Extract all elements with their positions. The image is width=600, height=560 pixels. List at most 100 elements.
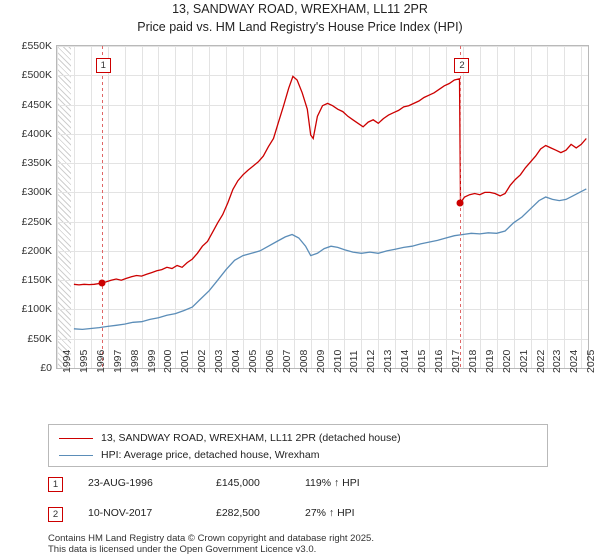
x-tick-label: 2018 (466, 349, 479, 373)
legend: 13, SANDWAY ROAD, WREXHAM, LL11 2PR (det… (48, 424, 548, 467)
x-tick-label: 2012 (365, 349, 378, 373)
gridline-v (547, 46, 549, 368)
gridline-h (57, 338, 588, 340)
gridline-v (310, 46, 312, 368)
gridline-v (530, 46, 532, 368)
gridline-h (57, 280, 588, 282)
series-line-0 (73, 75, 587, 286)
gridline-v (259, 46, 261, 368)
y-tick-label: £50K (27, 332, 52, 345)
x-tick-label: 2005 (247, 349, 260, 373)
y-tick-label: £400K (21, 127, 52, 140)
event-line-1 (101, 46, 103, 368)
event-dot-2[interactable] (456, 199, 464, 207)
gridline-h (57, 163, 588, 165)
gridline-v (209, 46, 211, 368)
footer-line-1: Contains HM Land Registry data © Crown c… (48, 533, 374, 544)
gridline-v (73, 46, 75, 368)
gridline-v (395, 46, 397, 368)
y-tick-label: £550K (21, 40, 52, 52)
event-marker-2[interactable]: 2 (454, 58, 470, 73)
x-tick-label: 2021 (517, 349, 530, 373)
gridline-h (57, 250, 588, 252)
x-tick-label: 1996 (94, 349, 107, 373)
x-tick-label: 2024 (568, 349, 581, 373)
x-tick-label: 2003 (213, 349, 226, 373)
legend-label-0: 13, SANDWAY ROAD, WREXHAM, LL11 2PR (det… (101, 432, 401, 444)
gridline-v (293, 46, 295, 368)
gridline-v (462, 46, 464, 368)
x-tick-label: 2022 (534, 349, 547, 373)
legend-label-1: HPI: Average price, detached house, Wrex… (101, 449, 320, 461)
gridline-v (327, 46, 329, 368)
x-tick-label: 2015 (416, 349, 429, 373)
table-cell-price-2: £282,500 (216, 507, 260, 519)
gridline-v (429, 46, 431, 368)
table-cell-hpi-2: 27% ↑ HPI (305, 507, 355, 519)
y-tick-label: £100K (21, 303, 52, 316)
x-tick-label: 2002 (196, 349, 209, 373)
y-tick-label: £200K (21, 244, 52, 257)
gridline-v (141, 46, 143, 368)
gridline-h (57, 75, 588, 77)
gridline-h (57, 309, 588, 311)
page-title: 13, SANDWAY ROAD, WREXHAM, LL11 2PR (172, 2, 428, 16)
gridline-v (479, 46, 481, 368)
y-tick-label: £150K (21, 274, 52, 287)
gridline-v (124, 46, 126, 368)
footer-line-2: This data is licensed under the Open Gov… (48, 544, 317, 555)
table-cell-hpi-1: 119% ↑ HPI (305, 477, 360, 489)
table-cell-date-1: 23-AUG-1996 (88, 477, 153, 489)
gridline-v (344, 46, 346, 368)
gridline-h (57, 192, 588, 194)
table-cell-price-1: £145,000 (216, 477, 260, 489)
gridline-v (412, 46, 414, 368)
table-cell-date-2: 10-NOV-2017 (88, 507, 153, 519)
series-line-1 (73, 188, 587, 331)
x-tick-label: 2013 (382, 349, 395, 373)
x-tick-label: 2009 (314, 349, 327, 373)
plot-area (56, 45, 589, 369)
table-row-marker-1: 1 (48, 477, 63, 492)
x-tick-label: 2007 (280, 349, 293, 373)
gridline-v (90, 46, 92, 368)
gridline-v (378, 46, 380, 368)
gridline-v (192, 46, 194, 368)
x-tick-label: 2014 (399, 349, 412, 373)
gridline-v (57, 46, 58, 368)
series-svg (73, 75, 587, 331)
x-tick-label: 2011 (348, 350, 361, 373)
y-tick-label: £0 (40, 362, 52, 374)
x-tick-label: 2016 (433, 349, 446, 373)
x-tick-label: 2023 (551, 349, 564, 373)
x-tick-label: 2017 (449, 349, 462, 373)
gridline-v (445, 46, 447, 368)
gridline-v (276, 46, 278, 368)
gridline-v (158, 46, 160, 368)
gridline-v (496, 46, 498, 368)
page-subtitle: Price paid vs. HM Land Registry's House … (137, 20, 463, 34)
x-tick-label: 1995 (77, 349, 90, 373)
pre-data-hatch (57, 46, 71, 368)
gridline-v (564, 46, 566, 368)
x-tick-label: 2019 (483, 349, 496, 373)
gridline-v (361, 46, 363, 368)
event-marker-1[interactable]: 1 (95, 58, 111, 73)
x-tick-label: 1997 (111, 349, 124, 373)
y-tick-label: £250K (21, 215, 52, 228)
gridline-h (57, 133, 588, 135)
legend-line-0 (59, 438, 93, 439)
gridline-h (57, 46, 588, 47)
y-tick-label: £450K (21, 98, 52, 111)
x-tick-label: 1994 (61, 349, 73, 373)
x-tick-label: 2010 (331, 349, 344, 373)
legend-line-1 (59, 455, 93, 456)
event-dot-1[interactable] (98, 279, 106, 287)
x-tick-label: 1999 (145, 349, 158, 373)
y-tick-label: £350K (21, 157, 52, 170)
table-row-marker-2: 2 (48, 507, 63, 522)
x-tick-label: 1998 (128, 349, 141, 373)
gridline-v (581, 46, 583, 368)
x-tick-label: 2006 (263, 349, 276, 373)
